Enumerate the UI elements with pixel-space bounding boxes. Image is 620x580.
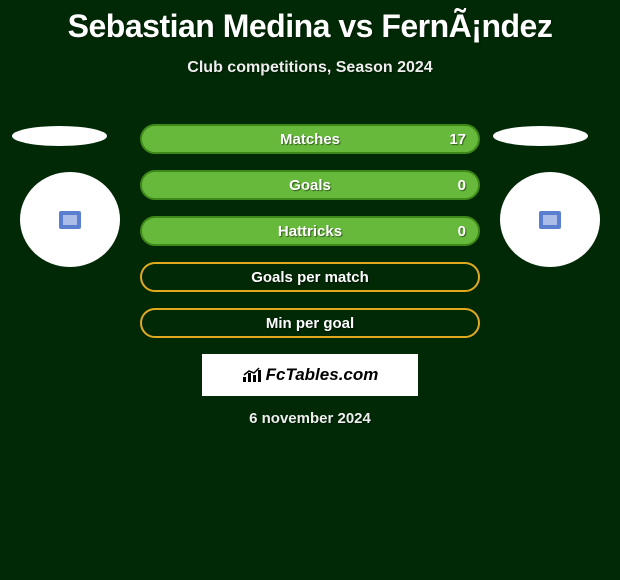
stat-row-goals: Goals 0 [140,170,480,200]
logo-text: FcTables.com [242,365,379,385]
placeholder-icon [539,211,561,229]
stat-value: 17 [449,131,466,148]
stat-label: Goals [289,177,331,194]
date-text: 6 november 2024 [0,410,620,427]
avatar-shadow-left [12,126,107,146]
stat-label: Matches [280,131,340,148]
page-title: Sebastian Medina vs FernÃ¡ndez [0,0,620,45]
logo-label: FcTables.com [266,365,379,385]
player-avatar-right [500,172,600,267]
stat-value: 0 [458,223,466,240]
stat-row-matches: Matches 17 [140,124,480,154]
stat-label: Hattricks [278,223,342,240]
stat-label: Min per goal [266,315,354,332]
avatar-shadow-right [493,126,588,146]
player-avatar-left [20,172,120,267]
stats-container: Matches 17 Goals 0 Hattricks 0 Goals per… [140,124,480,354]
chart-icon [242,367,262,383]
stat-row-hattricks: Hattricks 0 [140,216,480,246]
stat-value: 0 [458,177,466,194]
logo-box: FcTables.com [202,354,418,396]
subtitle: Club competitions, Season 2024 [0,59,620,77]
stat-row-goals-per-match: Goals per match [140,262,480,292]
stat-label: Goals per match [251,269,369,286]
stat-row-min-per-goal: Min per goal [140,308,480,338]
placeholder-icon [59,211,81,229]
